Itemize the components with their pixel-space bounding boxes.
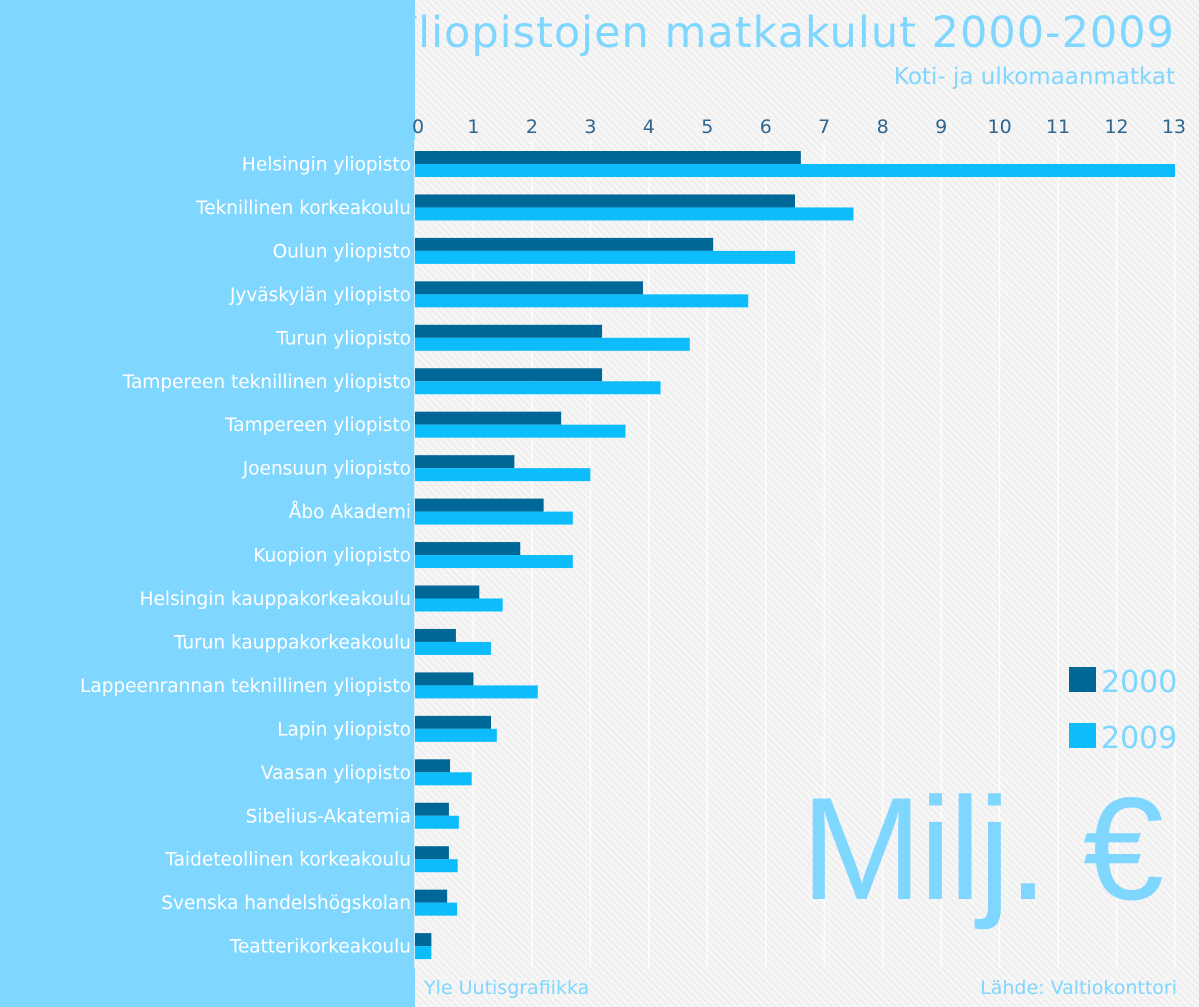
x-tick-label-2: 2 [526, 116, 538, 138]
chart-title: Yliopistojen matkakulut 2000-2009 [390, 8, 1175, 58]
bar-2009-2 [415, 207, 854, 221]
bar-2009-19 [415, 946, 432, 960]
bar-2000-7 [415, 411, 562, 425]
category-label-11: Helsingin kauppakorkeakoulu [140, 589, 411, 610]
bar-2000-8 [415, 455, 515, 469]
x-axis-ticks: 0 1 2 3 4 5 6 7 8 9 10 11 12 13 [412, 116, 1186, 138]
bar-2009-16 [415, 815, 459, 829]
category-label-1: Helsingin yliopisto [242, 155, 411, 176]
x-tick-label-3: 3 [584, 116, 596, 138]
legend-swatch-2009 [1069, 723, 1096, 748]
category-label-8: Joensuun yliopisto [242, 459, 411, 480]
bar-2009-18 [415, 902, 458, 916]
x-tick-label-9: 9 [935, 116, 947, 138]
category-label-6: Tampereen teknillinen yliopisto [122, 372, 411, 393]
x-tick-label-8: 8 [877, 116, 889, 138]
bar-2009-14 [415, 728, 497, 742]
legend: 2000 2009 [1069, 665, 1177, 756]
bar-2009-10 [415, 555, 573, 569]
category-label-17: Taideteollinen korkeakoulu [164, 850, 411, 871]
bar-2009-8 [415, 468, 591, 482]
bar-2000-13 [415, 672, 474, 686]
x-tick-label-6: 6 [760, 116, 772, 138]
x-tick-label-10: 10 [988, 116, 1012, 138]
bar-2009-4 [415, 294, 749, 308]
category-label-12: Turun kauppakorkeakoulu [173, 632, 411, 653]
bar-2000-17 [415, 846, 449, 860]
bar-2000-2 [415, 194, 795, 208]
bar-2000-16 [415, 802, 449, 816]
bar-2009-17 [415, 859, 458, 873]
bar-2009-12 [415, 641, 491, 655]
bar-2000-9 [415, 498, 544, 512]
chart-subtitle: Koti- ja ulkomaanmatkat [893, 64, 1175, 90]
x-tick-label-1: 1 [467, 116, 479, 138]
category-labels: Helsingin yliopisto Teknillinen korkeakou… [80, 155, 411, 958]
bar-2000-4 [415, 281, 643, 295]
bar-2000-5 [415, 324, 603, 338]
bar-2000-3 [415, 237, 714, 251]
x-tick-label-7: 7 [818, 116, 830, 138]
category-label-7: Tampereen yliopisto [224, 415, 411, 436]
bar-2000-18 [415, 889, 448, 903]
x-tick-label-5: 5 [701, 116, 713, 138]
grid-lines [414, 140, 1176, 968]
category-label-9: Åbo Akademi [289, 501, 411, 523]
bar-2009-13 [415, 685, 538, 699]
bar-2009-9 [415, 511, 573, 525]
category-label-18: Svenska handelshögskolan [161, 893, 411, 914]
category-label-panel [0, 0, 415, 1007]
bar-2000-12 [415, 628, 456, 642]
category-label-13: Lappeenrannan teknillinen yliopisto [80, 676, 411, 697]
bars [415, 151, 1175, 960]
bar-2000-10 [415, 542, 521, 556]
x-tick-label-12: 12 [1104, 116, 1128, 138]
x-tick-label-4: 4 [643, 116, 655, 138]
category-label-15: Vaasan yliopisto [261, 763, 411, 784]
bar-2009-15 [415, 772, 472, 786]
bar-2009-3 [415, 250, 795, 264]
category-label-5: Turun yliopisto [275, 328, 411, 349]
legend-swatch-2000 [1069, 667, 1096, 692]
legend-label-2009: 2009 [1101, 721, 1177, 756]
category-label-2: Teknillinen korkeakoulu [195, 198, 411, 219]
category-label-16: Sibelius-Akatemia [246, 806, 411, 827]
bar-2000-11 [415, 585, 480, 599]
source-text: Lähde: Valtiokonttori [980, 977, 1177, 999]
category-label-10: Kuopion yliopisto [253, 546, 411, 567]
bar-2009-6 [415, 381, 661, 395]
bar-2000-15 [415, 759, 451, 773]
x-tick-label-11: 11 [1046, 116, 1070, 138]
bar-2009-1 [415, 164, 1175, 177]
category-label-4: Jyväskylän yliopisto [229, 285, 411, 306]
x-tick-label-13: 13 [1162, 116, 1186, 138]
category-label-3: Oulun yliopisto [273, 241, 411, 262]
bar-2000-14 [415, 715, 491, 729]
bar-2000-1 [415, 151, 801, 164]
category-label-19: Teatterikorkeakoulu [229, 937, 411, 958]
unit-label: Milj. € [800, 767, 1164, 930]
x-tick-label-0: 0 [412, 116, 424, 138]
bar-2009-11 [415, 598, 503, 612]
bar-2009-5 [415, 337, 690, 351]
legend-label-2000: 2000 [1101, 665, 1177, 700]
bar-2000-6 [415, 368, 603, 382]
category-label-14: Lapin yliopisto [277, 719, 411, 740]
credit-text: Yle Uutisgrafiikka [424, 977, 590, 999]
bar-2000-19 [415, 933, 432, 947]
bar-2009-7 [415, 424, 626, 438]
